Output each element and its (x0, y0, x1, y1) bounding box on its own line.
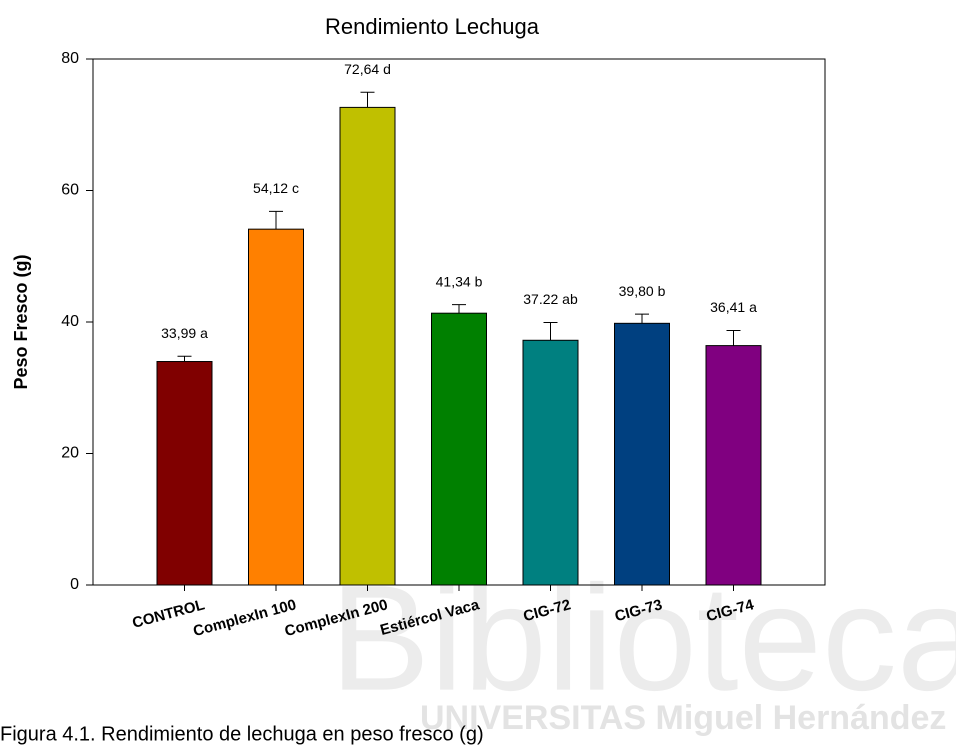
y-tick-label: 0 (70, 576, 79, 593)
caption: Figura 4.1. Rendimiento de lechuga en pe… (0, 723, 484, 745)
y-tick-label: 80 (61, 50, 79, 67)
value-label: 41,34 b (436, 273, 483, 289)
bar (522, 339, 579, 586)
bar (431, 312, 487, 586)
error-bar (269, 210, 283, 230)
x-tick-label: ComplexIn 100 (191, 596, 298, 640)
error-bar (452, 304, 466, 314)
y-tick-label: 20 (61, 445, 79, 462)
y-tick-label: 40 (61, 313, 79, 330)
watermark-sub: UNIVERSITAS Miguel Hernández (420, 699, 946, 737)
value-label: 33,99 a (161, 325, 208, 341)
value-label: 54,12 c (253, 180, 299, 196)
error-bar (360, 91, 375, 108)
chart-title: Rendimiento Lechuga (325, 14, 540, 39)
y-axis-label: Peso Fresco (g) (11, 254, 31, 389)
value-label: 72,64 d (344, 61, 391, 77)
error-bar (177, 355, 192, 362)
value-label: 39,80 b (619, 283, 666, 299)
bar (339, 106, 396, 586)
value-label: 37.22 ab (523, 291, 578, 307)
error-bar (543, 322, 558, 341)
y-tick-label: 60 (61, 182, 79, 199)
error-bar (726, 329, 741, 346)
error-bar (635, 313, 649, 324)
bar (614, 322, 670, 586)
bar (705, 345, 762, 586)
bar (248, 228, 304, 586)
bar (156, 361, 213, 586)
value-label: 36,41 a (710, 299, 757, 315)
